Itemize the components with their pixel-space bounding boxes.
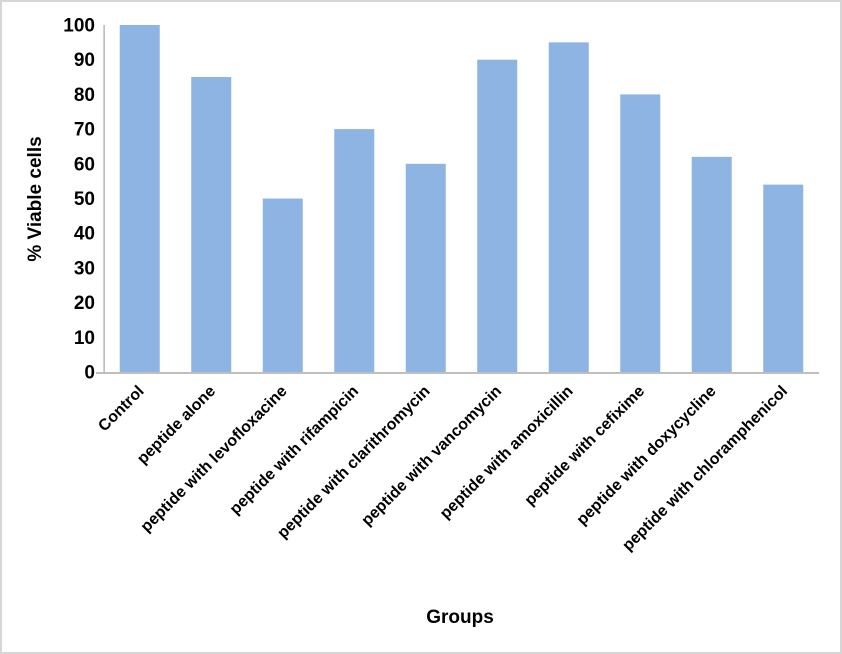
x-category-label: peptide with clarithromycin xyxy=(274,383,433,542)
x-category-label: peptide with levofloxacine xyxy=(138,383,291,536)
y-tick-label: 70 xyxy=(74,120,95,141)
x-category-label: peptide with rifampicin xyxy=(227,383,362,518)
y-tick-label: 80 xyxy=(74,85,95,106)
x-axis-title: Groups xyxy=(426,607,494,628)
bar xyxy=(405,163,446,372)
y-tick-label: 20 xyxy=(74,293,95,314)
y-axis-title: % Viable cells xyxy=(25,136,46,262)
bar xyxy=(334,129,375,372)
y-tick-label: 90 xyxy=(74,50,95,71)
y-tick-label: 100 xyxy=(63,16,95,37)
x-category-label: peptide with cefixime xyxy=(522,383,649,510)
bar xyxy=(191,77,232,373)
x-category-label: peptide with amoxicillin xyxy=(437,383,577,523)
bar xyxy=(119,25,160,372)
y-tick-label: 40 xyxy=(74,224,95,245)
x-category-label: Control xyxy=(95,383,147,435)
x-axis-line xyxy=(96,372,819,374)
x-category-label: peptide with doxycycline xyxy=(574,383,720,529)
bar xyxy=(763,184,804,372)
bar xyxy=(548,42,589,372)
bar xyxy=(262,198,303,372)
bar xyxy=(477,59,518,372)
bar xyxy=(620,94,661,373)
y-tick-label: 60 xyxy=(74,154,95,175)
y-tick-label: 50 xyxy=(74,189,95,210)
y-tick-label: 30 xyxy=(74,258,95,279)
x-category-label: peptide with vancomycin xyxy=(359,383,506,530)
y-axis-line xyxy=(103,25,105,374)
bar xyxy=(691,156,732,372)
y-tick-label: 10 xyxy=(74,328,95,349)
y-tick-label: 0 xyxy=(84,363,95,384)
